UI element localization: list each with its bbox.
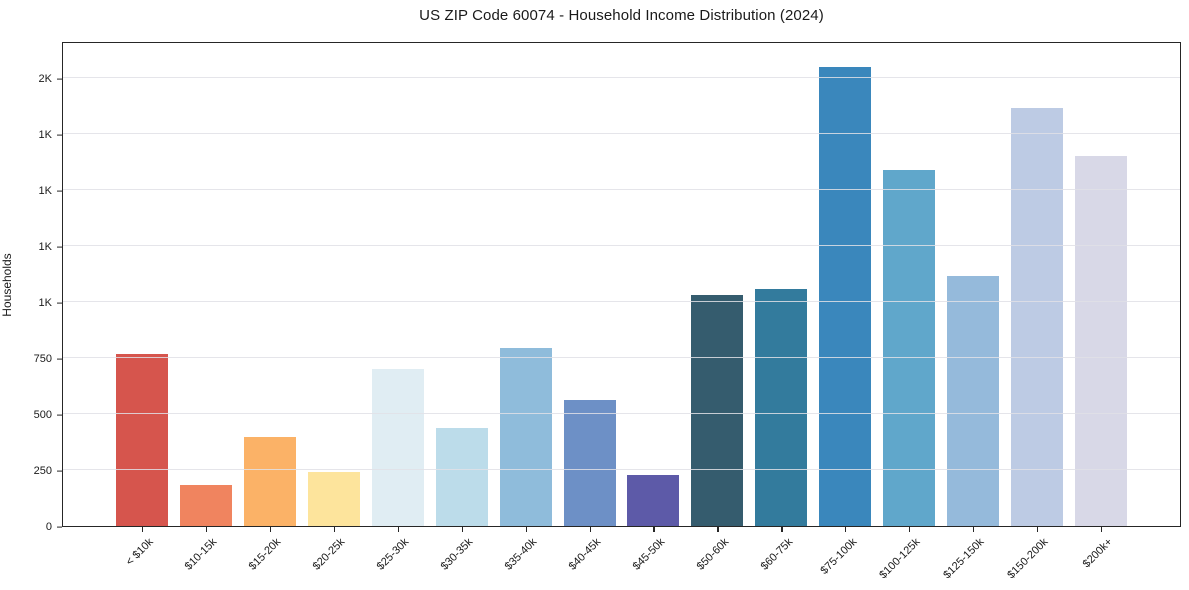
bar-slot-10: $60-75k	[749, 43, 813, 573]
x-tick-label-5: $30-35k	[438, 536, 476, 573]
y-tick-mark-0	[57, 526, 62, 528]
x-tick-label-1: $10-15k	[182, 536, 220, 573]
x-tick-mark-6	[525, 527, 527, 532]
bar-slot-13: $125-150k	[941, 43, 1005, 581]
bar-slot-3: $20-25k	[302, 43, 366, 573]
x-tick-mark-13	[973, 527, 975, 532]
bar-4	[371, 369, 424, 526]
bar-slot-2: $15-20k	[238, 43, 302, 573]
bar-8	[627, 474, 680, 526]
bars-row: < $10k $10-15k $15-20k $20-25k $25-30k $30-35…	[63, 43, 1180, 581]
bar-13	[947, 275, 1000, 526]
y-tick-mark-6	[57, 190, 62, 192]
x-tick-mark-10	[781, 527, 783, 532]
bar-15	[1075, 156, 1128, 526]
y-tick-label-6: 1K	[38, 185, 52, 198]
y-tick-label-0: 0	[45, 521, 52, 533]
y-tick-label-5: 1K	[38, 241, 52, 254]
x-tick-label-3: $20-25k	[310, 536, 348, 573]
plot-area: < $10k $10-15k $15-20k $20-25k $25-30k $30-35…	[62, 42, 1181, 581]
x-tick-label-0: < $10k	[123, 536, 156, 569]
x-tick-mark-8	[653, 527, 655, 532]
y-tick-label-7: 1K	[38, 129, 52, 142]
bar-11	[819, 66, 872, 526]
x-tick-label-14: $150-200k	[1005, 536, 1051, 582]
bar-slot-9: $50-60k	[685, 43, 749, 573]
y-tick-mark-8	[57, 78, 62, 80]
x-tick-label-9: $50-60k	[694, 536, 732, 573]
bar-6	[499, 348, 552, 526]
x-tick-label-4: $25-30k	[374, 536, 412, 573]
bar-1	[179, 484, 232, 526]
x-tick-mark-5	[461, 527, 463, 532]
x-tick-mark-12	[909, 527, 911, 532]
chart-title: US ZIP Code 60074 - Household Income Dis…	[419, 7, 824, 24]
x-tick-label-6: $35-40k	[502, 536, 540, 573]
y-tick-mark-4	[57, 302, 62, 304]
bar-slot-4: $25-30k	[366, 43, 430, 573]
y-tick-label-4: 1K	[38, 297, 52, 310]
bar-slot-14: $150-200k	[1005, 43, 1069, 581]
bar-slot-1: $10-15k	[174, 43, 238, 573]
x-tick-mark-0	[141, 527, 144, 532]
y-tick-label-3: 750	[33, 353, 52, 366]
bar-0	[115, 353, 168, 526]
x-tick-mark-11	[845, 527, 847, 532]
x-tick-label-13: $125-150k	[941, 536, 987, 582]
y-tick-mark-3	[57, 358, 62, 360]
bar-5	[435, 427, 488, 526]
bar-3	[307, 472, 360, 526]
y-tick-mark-1	[57, 470, 62, 472]
bar-slot-11: $75-100k	[813, 43, 877, 577]
x-tick-label-10: $60-75k	[758, 536, 795, 573]
bar-2	[243, 436, 296, 526]
bar-slot-0: < $10k	[110, 43, 174, 568]
bar-slot-8: $45-50k	[622, 43, 686, 573]
x-tick-mark-15	[1101, 527, 1103, 532]
bar-12	[883, 169, 936, 526]
x-tick-mark-3	[333, 527, 335, 532]
x-tick-label-8: $45-50k	[630, 536, 668, 573]
x-tick-mark-9	[717, 527, 719, 532]
y-tick-label-1: 250	[33, 465, 52, 478]
y-tick-label-8: 2K	[38, 73, 52, 86]
y-axis: 0 250 500 750 1K 1K 1K 1K 2K	[0, 42, 62, 533]
y-tick-mark-7	[57, 134, 62, 136]
bar-9	[691, 294, 744, 526]
bar-slot-7: $40-45k	[558, 43, 622, 573]
x-tick-label-7: $40-45k	[566, 536, 604, 573]
y-tick-mark-5	[57, 246, 62, 248]
x-tick-mark-14	[1037, 527, 1039, 532]
y-tick-label-2: 500	[33, 409, 52, 422]
x-tick-label-12: $100-125k	[877, 536, 923, 582]
bar-slot-5: $30-35k	[430, 43, 494, 573]
x-tick-mark-1	[205, 527, 208, 532]
bar-slot-12: $100-125k	[877, 43, 941, 581]
y-tick-mark-2	[57, 414, 62, 416]
x-tick-label-15: $200k+	[1080, 536, 1115, 571]
x-tick-mark-4	[397, 527, 399, 532]
bar-14	[1011, 108, 1064, 526]
bar-slot-15: $200k+	[1069, 43, 1133, 570]
bar-7	[563, 399, 616, 526]
x-tick-mark-2	[269, 527, 272, 532]
x-tick-mark-7	[589, 527, 591, 532]
x-tick-label-11: $75-100k	[817, 536, 859, 577]
x-tick-label-2: $15-20k	[246, 536, 284, 573]
bar-slot-6: $35-40k	[494, 43, 558, 573]
bar-10	[755, 288, 808, 526]
